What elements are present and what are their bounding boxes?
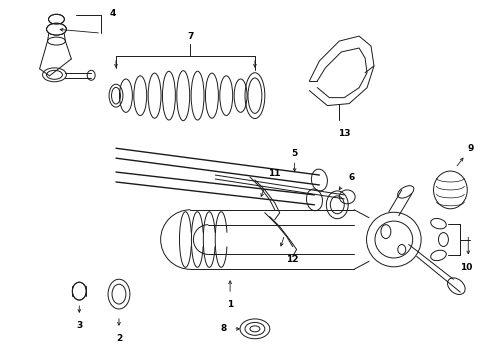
Text: 5: 5 (291, 149, 297, 158)
Text: 4: 4 (110, 9, 116, 18)
Text: 13: 13 (337, 129, 350, 138)
Text: 7: 7 (187, 32, 193, 41)
Text: 10: 10 (459, 263, 471, 272)
Ellipse shape (72, 282, 86, 300)
Text: 6: 6 (347, 172, 354, 181)
Ellipse shape (48, 14, 64, 24)
Ellipse shape (46, 23, 66, 35)
Text: 9: 9 (466, 144, 472, 153)
Text: 2: 2 (116, 334, 122, 343)
Text: 8: 8 (220, 324, 226, 333)
Text: 12: 12 (286, 255, 298, 264)
Text: 3: 3 (76, 321, 82, 330)
Text: 11: 11 (268, 168, 281, 177)
Text: 1: 1 (226, 300, 233, 309)
